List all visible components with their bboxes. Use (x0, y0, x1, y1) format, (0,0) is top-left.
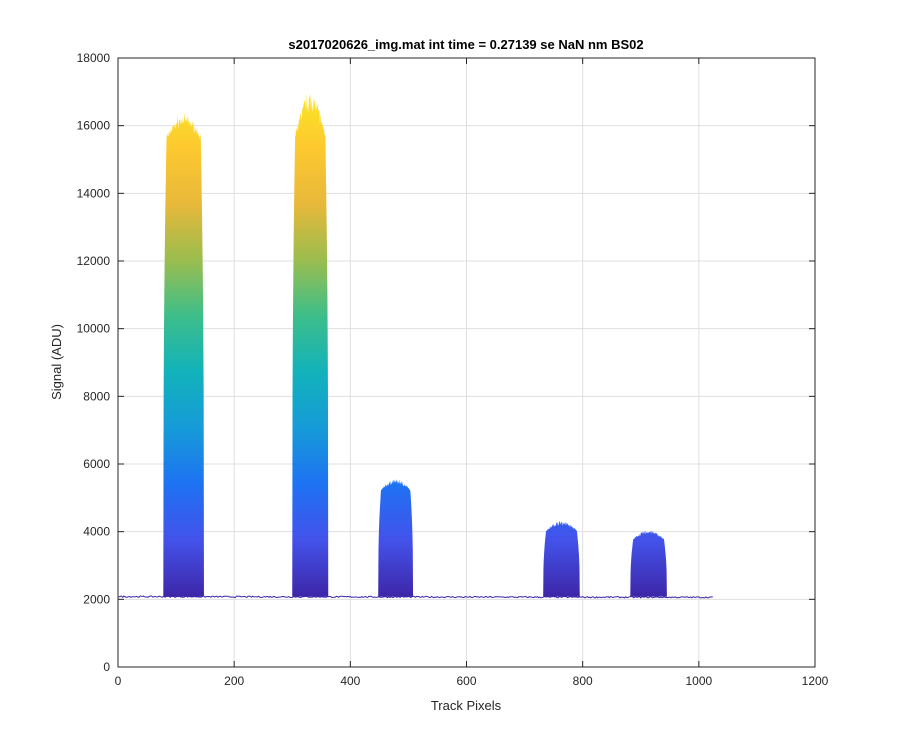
y-tick-label: 4000 (83, 525, 110, 539)
y-tick-label: 14000 (77, 186, 111, 200)
y-tick-label: 6000 (83, 457, 110, 471)
peak-2 (292, 93, 329, 599)
y-tick-label: 16000 (77, 119, 111, 133)
x-tick-label: 600 (456, 674, 476, 688)
y-tick-label: 18000 (77, 51, 111, 65)
y-tick-label: 0 (103, 660, 110, 674)
y-tick-label: 2000 (83, 592, 110, 606)
axis-ticks: 0 200 400 600 800 1000 12000200040006000800010… (77, 51, 829, 688)
peak-1 (163, 113, 204, 600)
x-tick-label: 200 (224, 674, 244, 688)
series-fills (163, 93, 667, 600)
y-tick-label: 10000 (77, 322, 111, 336)
x-tick-label: 1200 (802, 674, 829, 688)
peak-5 (630, 530, 667, 597)
x-tick-label: 400 (340, 674, 360, 688)
chart-title: s2017020626_img.mat int time = 0.27139 s… (288, 37, 643, 52)
x-axis-label: Track Pixels (431, 698, 502, 713)
x-tick-label: 800 (573, 674, 593, 688)
peak-4 (543, 521, 580, 597)
peak-3 (378, 478, 414, 597)
y-tick-label: 12000 (77, 254, 111, 268)
x-tick-label: 0 (115, 674, 122, 688)
y-tick-label: 8000 (83, 389, 110, 403)
baseline-trace (117, 595, 713, 599)
y-axis-label: Signal (ADU) (49, 324, 64, 400)
x-tick-label: 1000 (685, 674, 712, 688)
grid (118, 58, 815, 667)
